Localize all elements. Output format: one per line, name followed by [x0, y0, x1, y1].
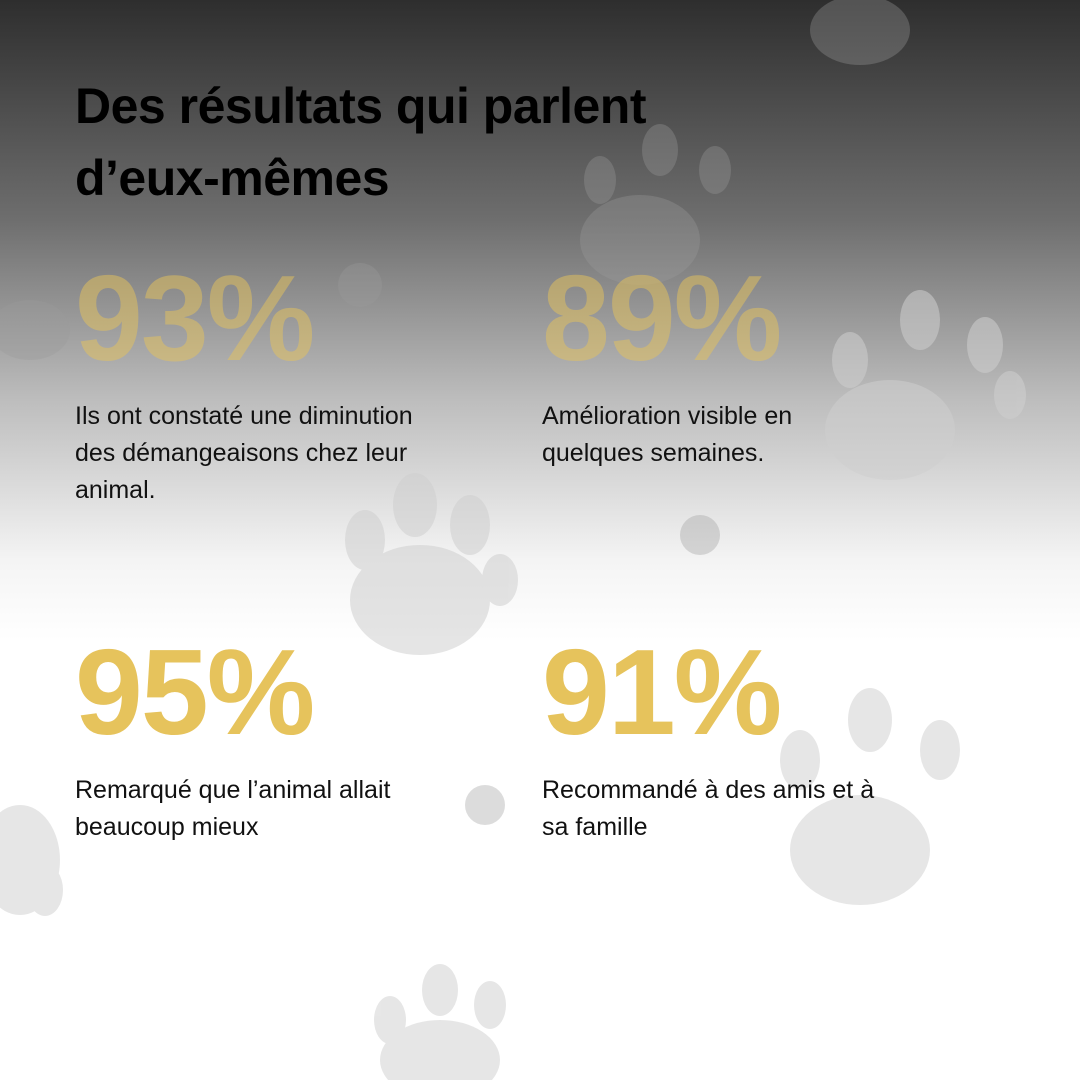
paw-print — [374, 964, 506, 1080]
stat-value: 89% — [542, 250, 782, 386]
description-line: Amélioration visible en — [542, 402, 793, 430]
description-line: des démangeaisons chez leur — [75, 439, 408, 467]
description-line: sa famille — [542, 813, 648, 841]
stat: 89% Amélioration visible en quelques semai… — [542, 250, 1002, 472]
paw-print — [345, 473, 518, 655]
paw-print — [0, 0, 910, 825]
stat: 91% Recommandé à des amis et à sa famille — [542, 624, 1002, 846]
stat-description: Recommandé à des amis et à sa famille — [542, 772, 1002, 846]
paw-print — [0, 805, 63, 916]
description-line: beaucoup mieux — [75, 813, 259, 841]
stat-value: 95% — [75, 624, 315, 760]
title-line: Des résultats qui parlent — [75, 78, 647, 134]
title: Des résultats qui parlent d’eux-mêmes — [75, 70, 647, 214]
description-line: quelques semaines. — [542, 439, 765, 467]
paw-print — [780, 688, 960, 905]
stat-description: Remarqué que l’animal allait beaucoup mie… — [75, 772, 535, 846]
paw-print — [825, 290, 1026, 480]
stat-value: 93% — [75, 250, 315, 386]
stat: 95% Remarqué que l’animal allait beaucoup … — [75, 624, 535, 846]
stat-description: Amélioration visible en quelques semaines… — [542, 398, 1002, 472]
description-line: animal. — [75, 476, 156, 504]
description-line: Remarqué que l’animal allait — [75, 776, 391, 804]
description-line: Ils ont constaté une diminution — [75, 402, 413, 430]
stat-value: 91% — [542, 624, 782, 760]
stat-description: Ils ont constaté une diminution des déman… — [75, 398, 535, 509]
title-line: d’eux-mêmes — [75, 150, 390, 206]
stat: 93% Ils ont constaté une diminution des dé… — [75, 250, 535, 509]
description-line: Recommandé à des amis et à — [542, 776, 875, 804]
